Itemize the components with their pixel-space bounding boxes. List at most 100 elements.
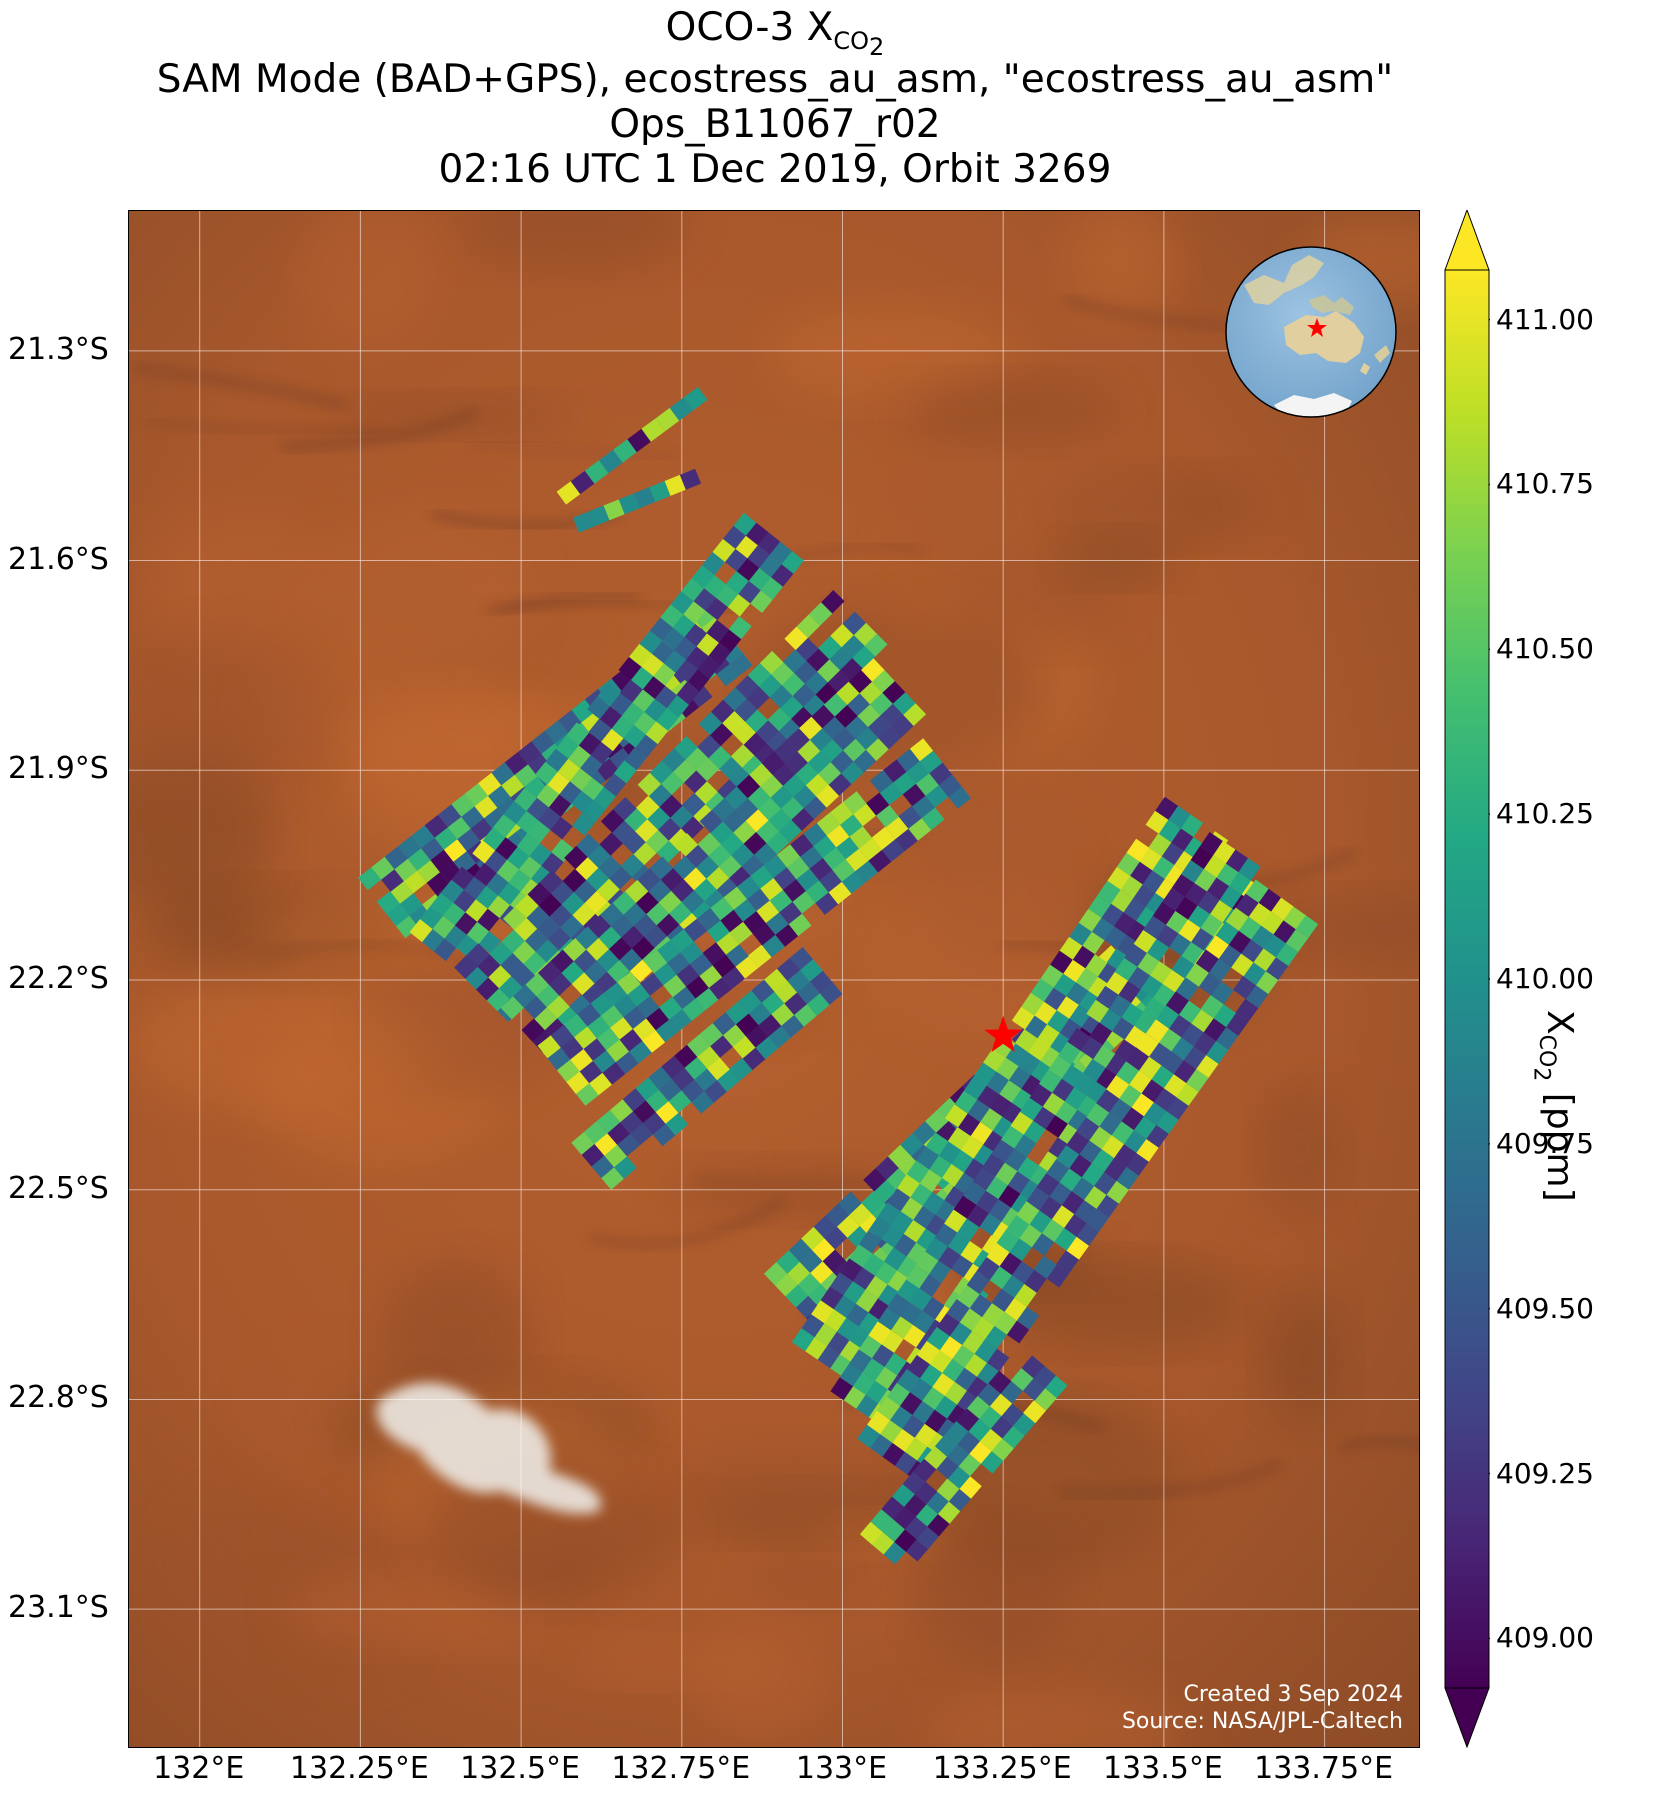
xco2-pixel bbox=[623, 807, 648, 832]
xco2-pixel bbox=[999, 1251, 1022, 1276]
xco2-pixel bbox=[592, 1049, 616, 1073]
xco2-pixel bbox=[609, 747, 633, 771]
xco2-pixel bbox=[611, 715, 634, 739]
target-star-icon[interactable] bbox=[984, 1015, 1023, 1053]
xco2-pixel bbox=[672, 986, 696, 1010]
swath bbox=[556, 386, 708, 505]
credit-text: Created 3 Sep 2024 Source: NASA/JPL-Calt… bbox=[1122, 1681, 1403, 1735]
xco2-pixel bbox=[409, 919, 433, 943]
xco2-pixel bbox=[1148, 1042, 1172, 1066]
xco2-pixel bbox=[757, 797, 781, 821]
lon-tick-label: 133.75°E bbox=[1254, 1751, 1394, 1786]
xco2-pixel bbox=[929, 1349, 953, 1373]
xco2-pixel bbox=[805, 879, 829, 903]
xco2-pixel bbox=[796, 981, 820, 1005]
xco2-pixel bbox=[395, 915, 419, 939]
xco2-pixel bbox=[938, 773, 962, 797]
xco2-pixel bbox=[716, 1068, 740, 1092]
xco2-pixel bbox=[1155, 1110, 1179, 1134]
xco2-pixel bbox=[883, 759, 907, 783]
xco2-pixel bbox=[898, 805, 922, 829]
xco2-pixel bbox=[982, 1153, 1005, 1177]
xco2-pixel bbox=[1272, 919, 1296, 944]
xco2-pixel bbox=[649, 856, 674, 880]
globe-icon bbox=[1225, 246, 1397, 418]
xco2-pixel bbox=[1040, 964, 1064, 988]
xco2-pixel bbox=[599, 832, 623, 856]
lon-tick-label: 133°E bbox=[795, 1751, 888, 1786]
xco2-pixel bbox=[637, 772, 662, 797]
xco2-pixel bbox=[661, 1055, 685, 1079]
terrain-patch bbox=[334, 395, 574, 435]
xco2-pixel bbox=[571, 1131, 595, 1155]
xco2-pixel bbox=[1170, 1037, 1194, 1061]
xco2-pixel bbox=[610, 914, 634, 938]
xco2-pixel bbox=[735, 675, 759, 699]
xco2-pixel bbox=[841, 870, 865, 894]
xco2-pixel bbox=[729, 767, 753, 791]
xco2-pixel bbox=[649, 760, 674, 784]
xco2-pixel bbox=[769, 684, 793, 709]
map-panel[interactable]: Created 3 Sep 2024 Source: NASA/JPL-Calt… bbox=[128, 210, 1420, 1748]
xco2-pixel bbox=[460, 805, 484, 829]
xco2-pixel bbox=[871, 826, 896, 850]
xco2-pixel bbox=[855, 726, 879, 750]
xco2-pixel bbox=[697, 907, 721, 931]
xco2-pixel bbox=[807, 750, 831, 774]
xco2-pixel bbox=[634, 734, 658, 758]
xco2-pixel bbox=[1030, 978, 1054, 1002]
xco2-pixel bbox=[745, 808, 769, 832]
xco2-pixel bbox=[900, 1133, 924, 1157]
xco2-pixel bbox=[1113, 1143, 1137, 1167]
xco2-pixel bbox=[440, 879, 464, 903]
xco2-pixel bbox=[814, 891, 839, 915]
xco2-pixel bbox=[1200, 995, 1224, 1019]
xco2-pixel bbox=[786, 1261, 811, 1285]
xco2-pixel bbox=[824, 1226, 848, 1250]
xco2-pixel bbox=[858, 837, 882, 861]
xco2-pixel bbox=[569, 994, 593, 1018]
xco2-pixel bbox=[1130, 1092, 1154, 1117]
xco2-pixel bbox=[1145, 1124, 1169, 1148]
xco2-pixel bbox=[706, 919, 730, 943]
xco2-pixel bbox=[398, 835, 422, 859]
xco2-pixel bbox=[629, 643, 652, 667]
xco2-pixel bbox=[894, 828, 918, 852]
xco2-pixel bbox=[595, 757, 619, 781]
xco2-pixel bbox=[830, 801, 854, 825]
xco2-pixel bbox=[766, 730, 790, 754]
xco2-pixel bbox=[1061, 1190, 1085, 1214]
xco2-pixel bbox=[742, 1047, 766, 1071]
xco2-pixel bbox=[767, 1025, 792, 1049]
xco2-pixel bbox=[1198, 972, 1222, 996]
xco2-pixel bbox=[834, 704, 858, 728]
xco2-pixel bbox=[1215, 1026, 1239, 1050]
xco2-pixel bbox=[896, 1368, 920, 1393]
xco2-pixel bbox=[1001, 1274, 1025, 1298]
xco2-pixel bbox=[590, 1155, 615, 1179]
xco2-pixel bbox=[1173, 1059, 1197, 1083]
xco2-pixel bbox=[899, 1391, 923, 1415]
xco2-pixel bbox=[769, 889, 793, 913]
xco2-pixel bbox=[660, 604, 684, 628]
xco2-pixel bbox=[1057, 1041, 1081, 1065]
xco2-pixel bbox=[770, 563, 794, 587]
xco2-pixel bbox=[584, 460, 609, 484]
terrain-patch bbox=[348, 686, 542, 796]
xco2-pixel bbox=[694, 780, 718, 805]
xco2-pixel bbox=[430, 892, 454, 916]
xco2-pixel bbox=[634, 487, 656, 509]
xco2-pixel bbox=[478, 772, 502, 796]
xco2-pixel bbox=[728, 865, 753, 890]
xco2-pixel bbox=[455, 934, 479, 958]
salt-lake bbox=[376, 1382, 601, 1514]
xco2-pixel bbox=[503, 801, 527, 825]
xco2-pixel bbox=[1071, 1176, 1095, 1200]
xco2-pixel bbox=[420, 837, 444, 861]
xco2-pixel bbox=[622, 1005, 647, 1029]
xco2-pixel bbox=[530, 865, 554, 889]
xco2-pixel bbox=[781, 550, 804, 574]
xco2-pixel bbox=[707, 843, 732, 867]
xco2-pixel bbox=[723, 886, 747, 910]
xco2-pixel bbox=[612, 891, 636, 915]
